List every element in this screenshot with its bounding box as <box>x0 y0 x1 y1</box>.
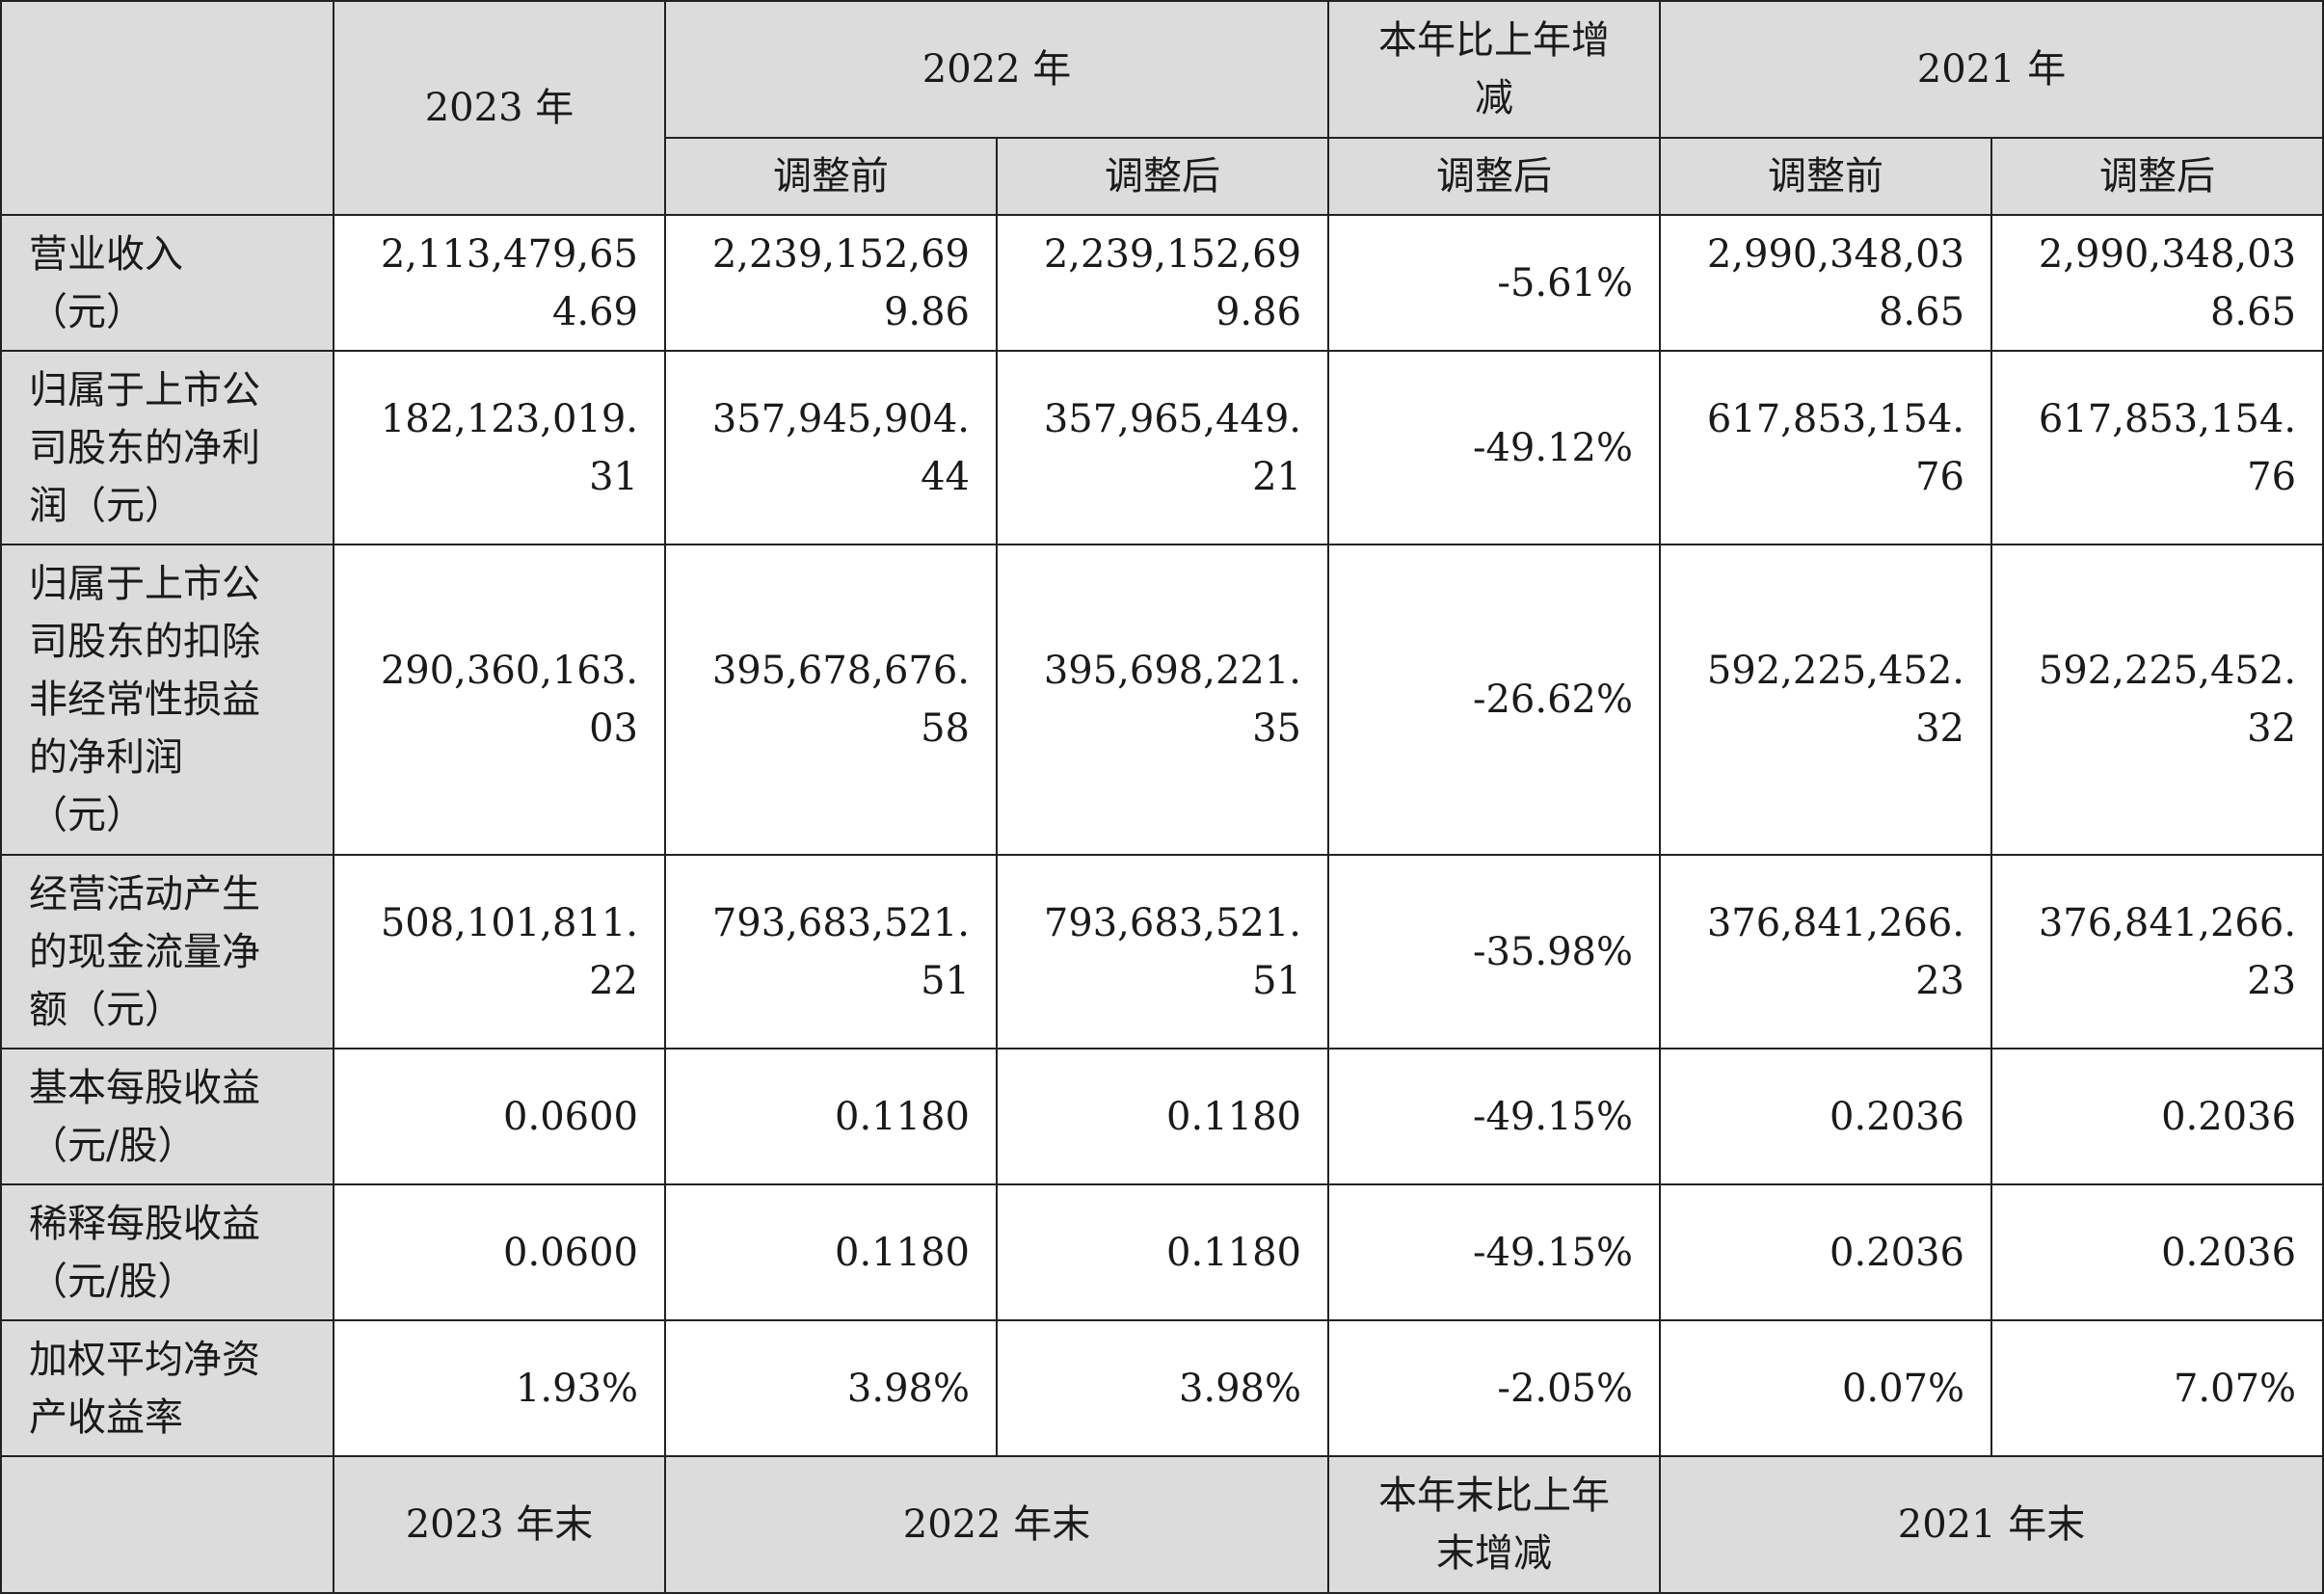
table-row: 归属于上市公 司股东的扣除 非经常性损益 的净利润 （元） 290,360,163. 03 3… <box>0 544 2324 856</box>
value-2021-before: 0.07% <box>1659 1319 1993 1457</box>
value-2023: 1.93% <box>333 1319 666 1457</box>
row-label: 基本每股收益 （元/股） <box>0 1048 334 1185</box>
value-2022-after: 357,965,449. 21 <box>995 350 1330 545</box>
footer-row: 2023 年末 2022 年末 本年末比上年 末增减 2021 年末 <box>0 1455 2324 1594</box>
value-2021-after: 7.07% <box>1990 1319 2324 1457</box>
footer-change: 本年末比上年 末增减 <box>1327 1455 1662 1594</box>
value-2022-before: 3.98% <box>664 1319 998 1457</box>
footer-corner-cell <box>0 1455 334 1594</box>
value-2021-after: 592,225,452. 32 <box>1990 544 2324 856</box>
subheader-change-after: 调整后 <box>1327 137 1662 216</box>
header-2022: 2022 年 <box>663 0 1330 139</box>
value-2021-after: 0.2036 <box>1990 1048 2324 1185</box>
row-label: 归属于上市公 司股东的扣除 非经常性损益 的净利润 （元） <box>0 544 334 856</box>
value-2022-after: 793,683,521. 51 <box>995 854 1330 1049</box>
value-2023: 290,360,163. 03 <box>333 544 666 856</box>
value-2022-after: 395,698,221. 35 <box>995 544 1330 856</box>
footer-2021: 2021 年末 <box>1659 1455 2324 1594</box>
value-2023: 182,123,019. 31 <box>333 350 666 545</box>
row-label: 归属于上市公 司股东的净利 润（元） <box>0 350 334 545</box>
value-2021-before: 0.2036 <box>1659 1183 1993 1321</box>
value-change: -5.61% <box>1327 214 1662 352</box>
value-2021-before: 592,225,452. 32 <box>1659 544 1993 856</box>
value-2021-before: 376,841,266. 23 <box>1659 854 1993 1049</box>
row-label: 经营活动产生 的现金流量净 额（元） <box>0 854 334 1049</box>
value-2021-after: 617,853,154. 76 <box>1990 350 2324 545</box>
value-change: -35.98% <box>1327 854 1662 1049</box>
table-row: 归属于上市公 司股东的净利 润（元） 182,123,019. 31 357,945,90… <box>0 350 2324 545</box>
value-2023: 508,101,811. 22 <box>333 854 666 1049</box>
footer-2022: 2022 年末 <box>663 1455 1330 1594</box>
table-row: 经营活动产生 的现金流量净 额（元） 508,101,811. 22 793,683,52… <box>0 854 2324 1049</box>
value-2022-before: 395,678,676. 58 <box>664 544 998 856</box>
value-change: -49.12% <box>1327 350 1662 545</box>
value-change: -2.05% <box>1327 1319 1662 1457</box>
value-2023: 0.0600 <box>333 1048 666 1185</box>
subheader-2021-before: 调整前 <box>1659 137 1993 216</box>
value-change: -26.62% <box>1327 544 1662 856</box>
value-2022-before: 0.1180 <box>664 1048 998 1185</box>
value-2022-after: 2,239,152,69 9.86 <box>995 214 1330 352</box>
subheader-2022-after: 调整后 <box>995 137 1330 216</box>
header-change: 本年比上年增 减 <box>1327 0 1662 139</box>
value-2021-after: 376,841,266. 23 <box>1990 854 2324 1049</box>
row-label: 稀释每股收益 （元/股） <box>0 1183 334 1321</box>
header-2021: 2021 年 <box>1659 0 2324 139</box>
value-2022-after: 3.98% <box>995 1319 1330 1457</box>
subheader-2021-after: 调整后 <box>1990 137 2324 216</box>
value-2023: 0.0600 <box>333 1183 666 1321</box>
header-row: 2023 年 2022 年 本年比上年增 减 2021 年 <box>0 0 2324 216</box>
value-2022-before: 2,239,152,69 9.86 <box>664 214 998 352</box>
value-2021-before: 617,853,154. 76 <box>1659 350 1993 545</box>
value-2021-after: 2,990,348,03 8.65 <box>1990 214 2324 352</box>
row-label: 加权平均净资 产收益率 <box>0 1319 334 1457</box>
subheader-2022-before: 调整前 <box>664 137 998 216</box>
table-row: 加权平均净资 产收益率 1.93% 3.98% 3.98% -2.05% 0.07% 7.07… <box>0 1319 2324 1457</box>
value-2022-before: 793,683,521. 51 <box>664 854 998 1049</box>
value-2023: 2,113,479,65 4.69 <box>333 214 666 352</box>
table-row: 基本每股收益 （元/股） 0.0600 0.1180 0.1180 -49.15% 0.20… <box>0 1048 2324 1185</box>
header-2023: 2023 年 <box>333 0 666 216</box>
value-2022-before: 0.1180 <box>664 1183 998 1321</box>
footer-2023: 2023 年末 <box>333 1455 666 1594</box>
value-change: -49.15% <box>1327 1183 1662 1321</box>
value-2022-after: 0.1180 <box>995 1183 1330 1321</box>
value-2021-after: 0.2036 <box>1990 1183 2324 1321</box>
value-2022-before: 357,945,904. 44 <box>664 350 998 545</box>
table-row: 稀释每股收益 （元/股） 0.0600 0.1180 0.1180 -49.15% 0.20… <box>0 1183 2324 1321</box>
table-row: 营业收入 （元） 2,113,479,65 4.69 2,239,152,69 9.86 2… <box>0 214 2324 352</box>
value-2021-before: 0.2036 <box>1659 1048 1993 1185</box>
value-2021-before: 2,990,348,03 8.65 <box>1659 214 1993 352</box>
value-change: -49.15% <box>1327 1048 1662 1185</box>
row-label: 营业收入 （元） <box>0 214 334 352</box>
subheader-row: 调整前 调整后 调整后 调整前 调整后 <box>1 137 2324 216</box>
value-2022-after: 0.1180 <box>995 1048 1330 1185</box>
corner-cell <box>0 0 334 216</box>
